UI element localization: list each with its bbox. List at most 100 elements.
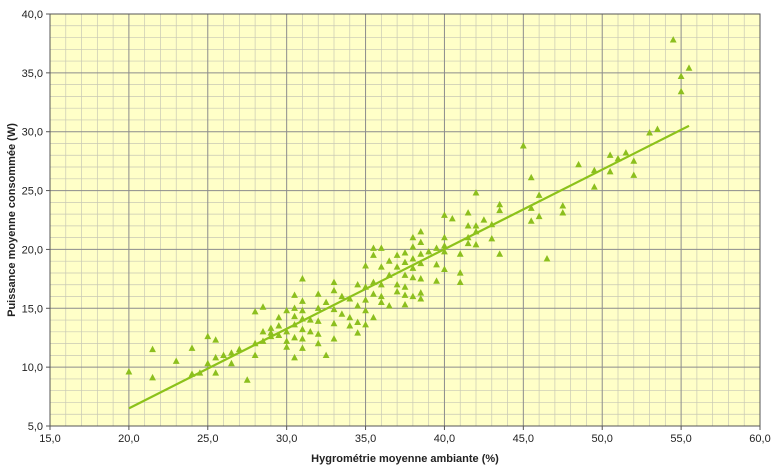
data-point xyxy=(385,302,393,309)
data-point xyxy=(527,217,535,224)
data-point xyxy=(251,308,259,315)
data-point xyxy=(464,209,472,216)
data-point xyxy=(275,322,283,329)
data-point xyxy=(370,313,377,321)
data-point xyxy=(519,142,527,149)
data-point xyxy=(330,319,338,327)
data-point xyxy=(590,183,598,190)
x-tick-label: 50,0 xyxy=(592,433,613,445)
data-point xyxy=(401,249,409,256)
x-tick-label: 20,0 xyxy=(118,433,139,445)
data-point xyxy=(527,204,535,211)
data-point xyxy=(125,368,133,375)
data-point xyxy=(362,306,369,314)
data-point xyxy=(267,329,275,336)
data-point xyxy=(409,255,417,262)
data-point xyxy=(354,302,362,309)
y-tick-label: 15,0 xyxy=(22,303,43,315)
data-point xyxy=(314,317,322,324)
data-point xyxy=(448,215,456,222)
data-point xyxy=(393,280,401,288)
data-point xyxy=(527,173,535,181)
data-point xyxy=(314,330,322,337)
data-point xyxy=(472,222,480,229)
data-point xyxy=(306,316,314,323)
data-point xyxy=(299,306,306,314)
data-point xyxy=(425,247,433,255)
plot-border xyxy=(49,13,761,427)
y-tick-label: 5,0 xyxy=(28,421,43,433)
data-point xyxy=(409,264,417,271)
y-tick-label: 30,0 xyxy=(22,127,43,139)
data-point xyxy=(149,373,156,381)
data-point xyxy=(456,269,464,276)
data-point xyxy=(654,125,661,132)
data-point xyxy=(362,320,369,328)
data-point xyxy=(401,271,409,278)
data-point xyxy=(370,251,377,258)
data-point xyxy=(401,291,409,298)
data-point xyxy=(535,191,543,198)
data-point xyxy=(370,290,377,297)
trendline xyxy=(128,124,690,410)
data-point xyxy=(212,353,220,361)
x-axis-ticks: 15,0 20,0 25,0 30,0 35,0 40,0 45,0 50,0 55,0 60,0 xyxy=(39,426,771,445)
data-point xyxy=(409,273,417,281)
data-point xyxy=(354,280,362,288)
data-point xyxy=(417,295,425,302)
x-tick-label: 60,0 xyxy=(749,433,770,445)
data-point xyxy=(322,351,330,358)
data-point xyxy=(228,359,235,367)
data-point xyxy=(535,212,543,220)
x-axis-title: Hygrométrie moyenne ambiante (%) xyxy=(311,453,499,465)
data-point xyxy=(456,250,464,257)
data-point xyxy=(259,328,267,335)
data-point xyxy=(362,296,369,303)
data-point xyxy=(275,331,283,338)
data-point xyxy=(409,292,417,300)
data-point xyxy=(575,160,582,168)
data-point xyxy=(543,255,551,262)
data-point xyxy=(330,335,338,342)
data-point xyxy=(299,335,306,342)
data-point xyxy=(283,306,291,314)
data-point xyxy=(314,290,322,297)
x-tick-label: 45,0 xyxy=(513,433,534,445)
data-point xyxy=(646,129,653,136)
x-tick-label: 55,0 xyxy=(670,433,691,445)
y-axis-ticks: 5,0 10,0 15,0 20,0 25,0 30,0 35,0 40,0 xyxy=(22,9,50,433)
y-tick-label: 40,0 xyxy=(22,9,43,21)
data-point xyxy=(243,376,251,383)
data-point xyxy=(283,328,291,335)
data-point xyxy=(496,206,504,214)
data-point xyxy=(393,263,401,270)
data-point xyxy=(377,263,385,270)
data-point xyxy=(377,244,385,251)
x-tick-label: 15,0 xyxy=(39,433,60,445)
data-point xyxy=(393,288,401,295)
data-point xyxy=(291,312,298,320)
data-point xyxy=(370,244,377,251)
data-point xyxy=(385,257,393,264)
data-point xyxy=(669,36,677,43)
data-point xyxy=(283,337,291,344)
data-point xyxy=(275,313,283,321)
data-point xyxy=(212,369,220,376)
data-point xyxy=(441,233,448,241)
data-point xyxy=(251,351,259,358)
data-point xyxy=(409,233,417,241)
data-point xyxy=(441,242,448,249)
data-point xyxy=(464,222,472,229)
data-point xyxy=(235,345,243,353)
data-point xyxy=(456,278,464,285)
data-point xyxy=(559,202,567,209)
data-point xyxy=(267,324,275,331)
data-point xyxy=(480,216,488,223)
data-point xyxy=(204,359,212,367)
data-point xyxy=(299,275,306,282)
data-point xyxy=(441,265,448,273)
data-point xyxy=(346,295,354,302)
data-point xyxy=(291,333,298,341)
plot-area xyxy=(50,14,760,426)
